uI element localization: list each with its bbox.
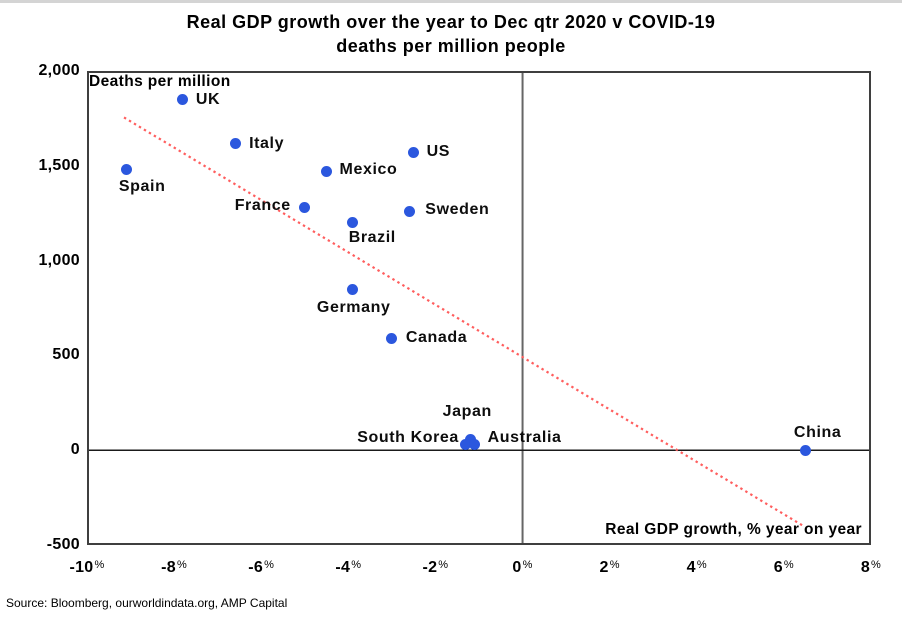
point-label-spain: Spain	[118, 177, 166, 195]
data-point-germany	[347, 283, 359, 295]
percent-sign: %	[696, 559, 707, 571]
x-tick-value: -2	[422, 559, 438, 576]
point-label-japan: Japan	[442, 403, 492, 421]
x-tick--6-pct: -6%	[248, 559, 274, 577]
chart-title-line2: deaths per million people	[336, 36, 566, 56]
point-label-canada: Canada	[405, 329, 468, 347]
x-tick-value: 4	[686, 559, 696, 576]
data-point-canada	[386, 332, 398, 344]
percent-sign: %	[264, 559, 275, 571]
data-point-china	[800, 444, 812, 456]
x-tick-value: 8	[860, 559, 871, 576]
data-point-spain	[120, 164, 132, 176]
percent-sign: %	[438, 559, 449, 571]
y-tick-2-000: 2,000	[38, 62, 80, 79]
percent-sign: %	[871, 559, 882, 571]
x-tick-4-pct: 4%	[687, 559, 707, 577]
data-point-italy	[229, 137, 241, 149]
data-point-australia	[469, 439, 481, 451]
y-tick-1-500: 1,500	[38, 156, 80, 174]
plot-area: Deaths per million Real GDP growth, % ye…	[87, 71, 871, 545]
point-label-australia: Australia	[487, 428, 562, 446]
x-tick-value: -6	[248, 559, 264, 576]
y-tick-0: 0	[70, 441, 80, 459]
percent-sign: %	[783, 559, 795, 571]
point-label-brazil: Brazil	[348, 228, 396, 246]
x-tick-value: 6	[773, 559, 783, 576]
y-axis: 2,000 1,500 1,000 500 0 -500	[0, 62, 80, 553]
source-attribution: Source: Bloomberg, ourworldindata.org, A…	[6, 596, 288, 610]
x-tick-value: 2	[599, 559, 609, 576]
x-tick-value: -4	[335, 559, 351, 576]
point-label-germany: Germany	[316, 299, 391, 317]
x-tick-8-pct: 8%	[861, 559, 881, 577]
point-label-france: France	[234, 196, 291, 214]
data-point-south-korea	[460, 439, 472, 451]
y-tick--500: -500	[46, 536, 80, 553]
point-label-uk: UK	[195, 91, 221, 109]
data-point-uk	[177, 93, 189, 105]
point-label-mexico: Mexico	[339, 161, 398, 179]
point-label-sweden: Sweden	[425, 201, 490, 219]
plot-lines-layer	[87, 71, 871, 545]
point-label-south-korea: South Korea	[357, 428, 459, 446]
data-point-brazil	[347, 217, 359, 229]
x-tick--4-pct: -4%	[335, 559, 361, 577]
data-point-japan	[464, 433, 476, 445]
window-edge	[0, 0, 902, 3]
x-tick--2-pct: -2%	[422, 559, 448, 577]
x-tick-value: 0	[512, 559, 522, 576]
percent-sign: %	[522, 559, 533, 571]
chart-title: Real GDP growth over the year to Dec qtr…	[0, 10, 902, 58]
x-tick-value: -10	[69, 559, 94, 576]
data-point-sweden	[403, 205, 415, 217]
point-label-china: China	[793, 424, 842, 442]
y-tick-1-000: 1,000	[38, 251, 80, 269]
data-point-france	[299, 202, 311, 213]
trend-line	[123, 116, 805, 527]
x-tick-0-pct: 0%	[512, 559, 532, 577]
x-axis: -10% -8% -6% -4% -2% 0% 2% 4% 6% 8%	[69, 559, 880, 583]
x-tick-6-pct: 6%	[774, 559, 794, 577]
point-label-italy: Italy	[249, 135, 285, 153]
y-tick-500: 500	[52, 346, 80, 364]
percent-sign: %	[94, 559, 105, 571]
percent-sign: %	[176, 559, 188, 571]
y-axis-label: Deaths per million	[89, 73, 231, 90]
percent-sign: %	[351, 559, 362, 571]
x-axis-label: Real GDP growth, % year on year	[605, 521, 862, 538]
percent-sign: %	[609, 559, 620, 571]
x-tick--10-pct: -10%	[69, 559, 104, 577]
data-point-mexico	[321, 165, 333, 177]
data-point-us	[408, 147, 420, 159]
chart-title-line1: Real GDP growth over the year to Dec qtr…	[186, 12, 716, 32]
x-tick--8-pct: -8%	[161, 559, 187, 577]
x-tick-value: -8	[161, 559, 176, 576]
x-tick-2-pct: 2%	[600, 559, 620, 577]
point-label-us: US	[426, 142, 451, 160]
